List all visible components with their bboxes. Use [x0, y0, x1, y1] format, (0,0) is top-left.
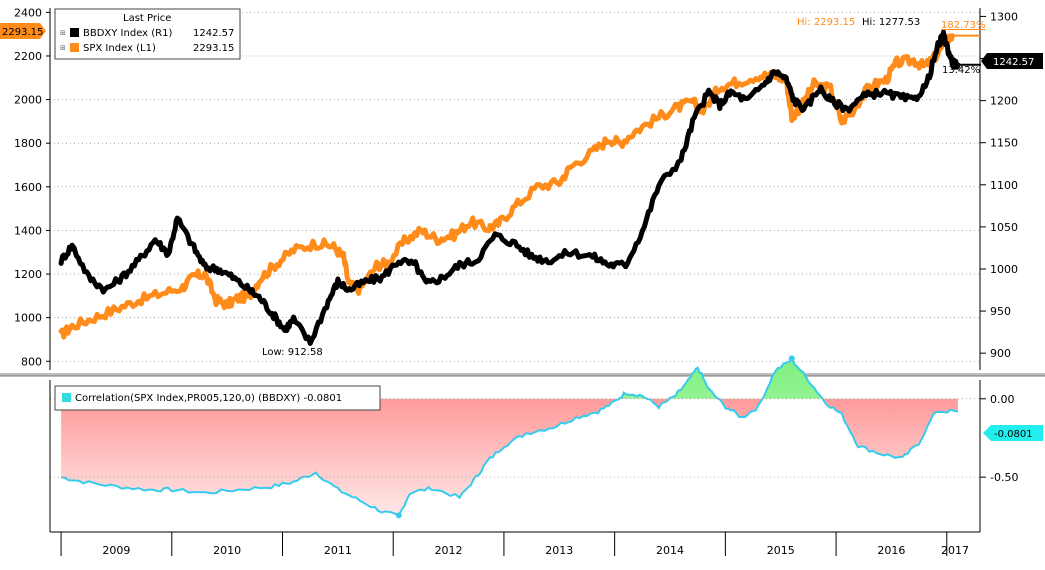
correlation-high-marker [788, 355, 795, 362]
spx-pct-change: 182.73% [941, 20, 986, 31]
hi-bbdxy-annotation: Hi: 1277.53 [862, 17, 920, 28]
legend-swatch-spx [70, 43, 79, 52]
legend-swatch-bbdxy [70, 28, 79, 37]
x-tick-label: 2016 [877, 544, 905, 557]
right-tick-label: 1150 [990, 137, 1018, 150]
correlation-gridlines [50, 398, 980, 478]
correlation-low-marker [395, 512, 402, 519]
bbdxy-last-value: 1242.57 [993, 57, 1034, 68]
x-tick-label: 2015 [767, 544, 795, 557]
spx-last-value: 2293.15 [2, 27, 43, 38]
correlation-line [60, 356, 959, 517]
correlation-axis: 0.00 -0.50 [49, 380, 1018, 532]
correlation-tick-label: 0.00 [990, 393, 1015, 406]
right-tick-label: 1300 [990, 10, 1018, 23]
spx-line [58, 33, 955, 340]
legend-label-bbdxy: BBDXY Index (R1) [83, 28, 172, 39]
left-tick-label: 800 [21, 355, 42, 368]
legend-swatch-correlation [62, 393, 71, 402]
legend-value-spx: 2293.15 [193, 43, 234, 54]
x-tick-label: 2017 [941, 544, 969, 557]
low-annotation: Low: 912.58 [262, 347, 323, 358]
left-axis: 800 1000 1200 1400 1600 1800 2000 2200 2400 [14, 6, 51, 370]
bbdxy-pct-change: 13.42% [942, 65, 980, 76]
legend-label-correlation: Correlation(SPX Index,PR005,120,0) (BBDX… [75, 393, 342, 404]
correlation-tick-label: -0.50 [990, 471, 1018, 484]
correlation-positive-area [61, 358, 958, 399]
bbdxy-last-tag: 1242.57 [981, 53, 1043, 69]
price-series-lines [58, 29, 981, 346]
bbdxy-line [58, 29, 961, 346]
corr-last-value: -0.0801 [994, 429, 1033, 440]
x-tick-label: 2011 [324, 544, 352, 557]
legend-label-spx: SPX Index (L1) [83, 43, 156, 54]
x-axis: 2009 2010 2011 2012 2013 2014 2015 2016 2017 [50, 531, 980, 557]
corr-last-tag: -0.0801 [983, 425, 1043, 441]
correlation-area [60, 355, 959, 519]
x-tick-label: 2013 [545, 544, 573, 557]
price-gridlines [50, 11, 980, 362]
correlation-panel: 0.00 -0.50 [49, 355, 1018, 532]
price-panel: 800 1000 1200 1400 1600 1800 2000 2200 2400 900 9… [14, 6, 1018, 370]
left-tick-label: 1400 [14, 224, 42, 237]
panel-separator [0, 373, 1045, 376]
x-tick-label: 2014 [656, 544, 684, 557]
top-legend-box [54, 8, 241, 60]
spx-last-tag: 2293.15 [0, 23, 46, 39]
x-tick-label: 2010 [213, 544, 241, 557]
legend-value-bbdxy: 1242.57 [193, 28, 234, 39]
hi-spx-annotation: Hi: 2293.15 [797, 17, 855, 28]
right-tick-label: 1050 [990, 221, 1018, 234]
correlation-negative-area [61, 398, 958, 516]
top-legend: Last Price ⊞ BBDXY Index (R1) 1242.57 ⊞ … [54, 8, 241, 60]
left-tick-label: 2400 [14, 6, 42, 19]
legend-expand-icon: ⊞ [60, 29, 66, 37]
right-tick-label: 1000 [990, 263, 1018, 276]
legend-expand-icon: ⊞ [60, 44, 66, 52]
bottom-legend: Correlation(SPX Index,PR005,120,0) (BBDX… [54, 385, 381, 411]
left-tick-label: 2200 [14, 50, 42, 63]
left-tick-label: 1600 [14, 181, 42, 194]
right-tick-label: 1100 [990, 179, 1018, 192]
x-tick-label: 2009 [102, 544, 130, 557]
bottom-legend-box [54, 385, 381, 411]
left-tick-label: 1200 [14, 268, 42, 281]
x-tick-label: 2012 [435, 544, 463, 557]
right-tick-label: 1200 [990, 95, 1018, 108]
left-tick-label: 1000 [14, 312, 42, 325]
left-tick-label: 2000 [14, 94, 42, 107]
right-tick-label: 950 [990, 305, 1011, 318]
legend-title: Last Price [123, 13, 171, 24]
left-tick-label: 1800 [14, 137, 42, 150]
right-tick-label: 900 [990, 347, 1011, 360]
